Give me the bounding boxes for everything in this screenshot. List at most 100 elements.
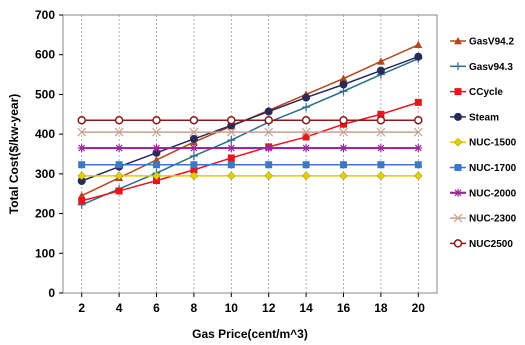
data-point (376, 115, 386, 125)
data-point (227, 144, 236, 153)
data-point (339, 80, 348, 89)
data-point (413, 127, 423, 137)
data-point (114, 115, 124, 125)
data-point (301, 127, 311, 137)
series-line (81, 101, 419, 202)
data-point (376, 127, 386, 137)
legend-label: NUC-1500 (469, 138, 517, 149)
legend-marker (453, 137, 463, 147)
data-point (265, 161, 273, 169)
series-nuc-1700 (78, 161, 422, 169)
data-point (152, 171, 161, 181)
data-point (114, 171, 124, 181)
x-tick-label: 4 (116, 301, 123, 315)
legend-item: NUC-2000 (450, 188, 517, 199)
y-tick-label: 200 (35, 207, 55, 221)
series-ccycle (78, 98, 422, 205)
data-point (377, 110, 385, 118)
data-point (414, 52, 423, 61)
data-point (414, 144, 423, 153)
x-tick-label: 2 (78, 301, 85, 315)
y-tick-label: 300 (35, 167, 55, 181)
data-point (77, 177, 86, 186)
data-point (153, 177, 160, 185)
y-tick-label: 700 (35, 8, 55, 22)
data-point (264, 144, 273, 153)
y-axis: 0 100 200 300 400 500 600 700 (35, 8, 63, 300)
data-point (414, 115, 423, 125)
legend-label: NUC-2000 (469, 188, 517, 199)
y-tick-label: 600 (35, 48, 55, 62)
legend-item: Gasv94.3 (450, 62, 513, 73)
data-point (77, 115, 86, 125)
data-point (152, 127, 161, 137)
y-tick-label: 0 (48, 286, 55, 300)
data-point (227, 115, 236, 125)
x-tick-label: 12 (262, 301, 276, 315)
data-point (115, 161, 123, 169)
plot-area (62, 14, 438, 294)
x-tick-label: 16 (337, 301, 351, 315)
data-point (78, 161, 86, 169)
data-point (414, 40, 423, 48)
series-line (81, 55, 419, 182)
series-group (77, 40, 423, 209)
data-point (302, 133, 310, 141)
data-point (264, 107, 273, 116)
data-point (302, 161, 310, 169)
legend-marker (454, 188, 462, 197)
data-point (339, 74, 348, 82)
data-point (115, 144, 124, 153)
data-point (340, 161, 347, 169)
legend-marker (454, 62, 462, 71)
x-tick-label: 18 (374, 301, 388, 315)
legend-marker (454, 37, 462, 45)
legend-item: NUC-1500 (450, 138, 517, 149)
legend-label: NUC-2300 (469, 214, 517, 225)
y-axis-title: Total Cost($/kw-year) (7, 94, 21, 214)
data-point (301, 115, 311, 125)
legend-label: Gasv94.3 (469, 62, 513, 73)
data-point (339, 87, 348, 96)
legend-item: CCycle (450, 87, 503, 98)
data-point (414, 161, 422, 169)
data-point (302, 103, 311, 112)
legend-item: NUC-2300 (450, 214, 517, 225)
series-line (81, 57, 419, 206)
legend-marker (453, 213, 463, 223)
data-point (264, 115, 273, 125)
y-tick-label: 500 (35, 87, 55, 101)
data-point (301, 171, 311, 181)
data-point (376, 66, 385, 75)
series-nuc-2300 (77, 127, 423, 137)
x-tick-label: 6 (153, 301, 160, 315)
legend-item: NUC2500 (450, 239, 513, 250)
data-point (376, 57, 385, 65)
x-tick-label: 10 (225, 301, 239, 315)
data-point (77, 127, 87, 137)
legend: GasV94.2 Gasv94.3 CCycle Steam NUC-1500 NUC-1… (450, 37, 517, 250)
data-point (189, 134, 198, 143)
data-point (376, 171, 386, 181)
legend-label: NUC2500 (469, 239, 513, 250)
y-tick-label: 100 (35, 246, 55, 260)
data-point (302, 144, 311, 153)
data-point (226, 127, 236, 137)
data-point (189, 127, 199, 137)
data-point (302, 93, 311, 102)
legend-item: Steam (450, 112, 499, 123)
data-point (114, 127, 124, 137)
data-point (227, 161, 235, 169)
series-nuc-2000 (77, 144, 423, 153)
data-point (413, 171, 423, 181)
data-point (77, 191, 86, 199)
data-point (414, 98, 422, 106)
data-point (226, 171, 236, 181)
x-axis-title: Gas Price(cent/m^3) (192, 327, 308, 341)
data-point (264, 171, 274, 181)
legend-marker (453, 239, 463, 248)
data-point (189, 151, 198, 160)
data-point (339, 127, 348, 137)
